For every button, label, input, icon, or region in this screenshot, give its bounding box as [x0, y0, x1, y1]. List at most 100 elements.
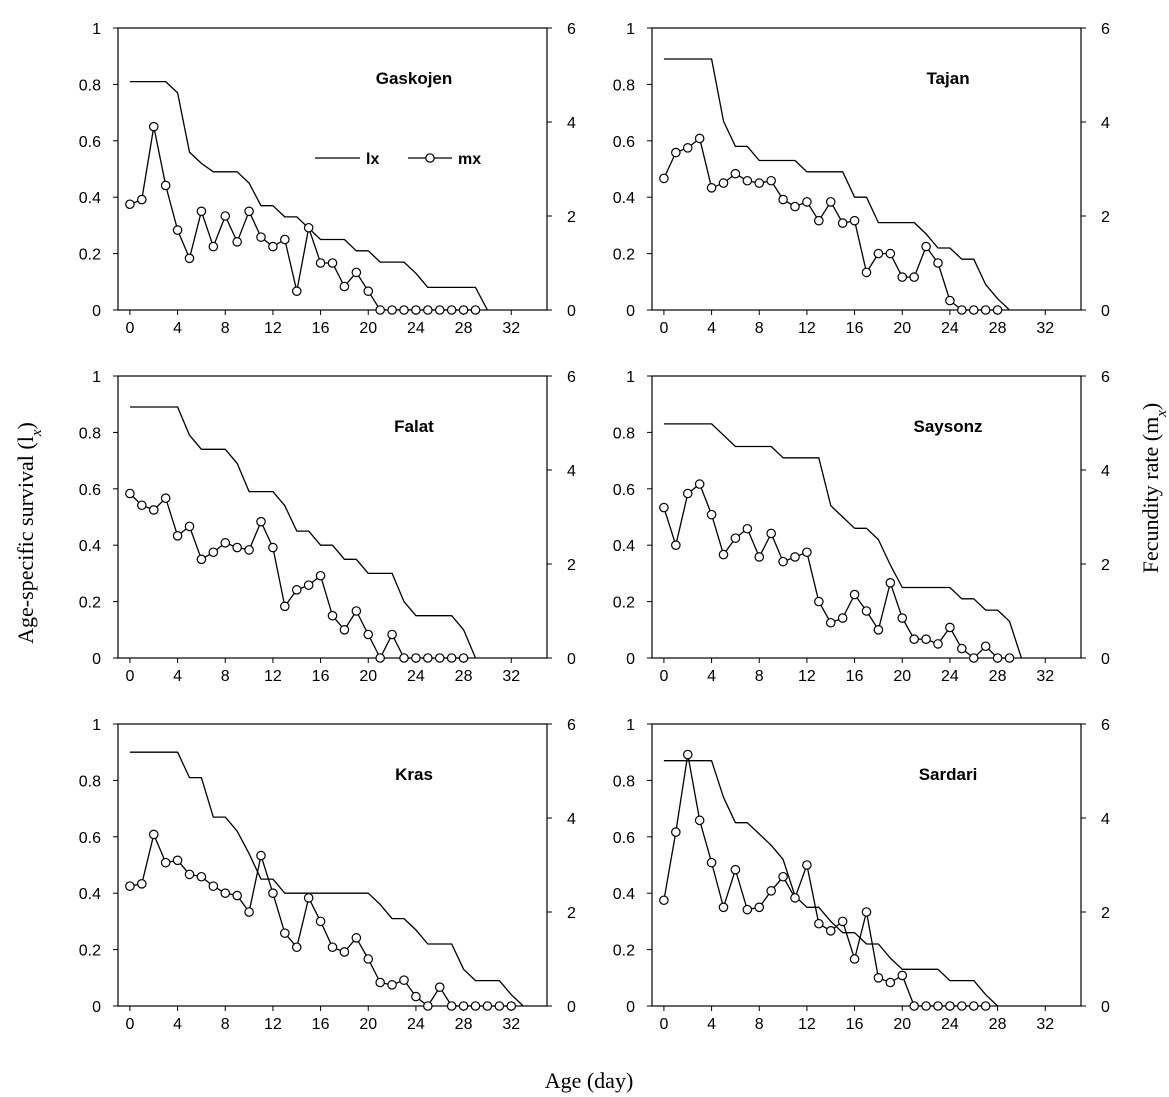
x-tick-label: 4 — [707, 668, 716, 685]
y-left-tick-label: 0 — [92, 303, 101, 320]
y-left-tick-label: 0.8 — [79, 773, 101, 790]
y-right-tick-label: 4 — [1101, 811, 1110, 828]
mx-point — [268, 241, 278, 252]
y-left-tick-label: 0 — [92, 651, 101, 668]
series-mx-line — [129, 493, 464, 659]
x-tick-label: 16 — [846, 320, 864, 337]
mx-point — [351, 933, 362, 943]
plot-frame — [117, 27, 548, 311]
y-left-tick-label: 0.8 — [79, 425, 101, 442]
mx-point — [363, 286, 374, 296]
panel-title: Tajan — [926, 69, 969, 88]
y-left-tick-label: 0.4 — [613, 886, 635, 903]
y-right-tick-label: 2 — [567, 557, 576, 574]
y-left-tick-label: 0.6 — [613, 134, 635, 151]
mx-point — [945, 622, 955, 633]
x-tick-label: 28 — [455, 668, 473, 685]
y-left-tick-label: 0.4 — [613, 538, 635, 555]
y-left-tick-label: 0.4 — [79, 538, 101, 555]
mx-point — [802, 547, 812, 558]
mx-point — [957, 1001, 967, 1011]
y-left-tick-label: 0.6 — [613, 482, 635, 499]
mx-point — [873, 248, 884, 259]
mx-point — [921, 241, 931, 252]
mx-point — [470, 1001, 481, 1011]
mx-point — [280, 601, 290, 612]
series-mx-line — [663, 483, 1010, 659]
mx-point — [291, 286, 302, 296]
mx-point — [718, 549, 729, 560]
mx-point — [980, 1001, 991, 1011]
mx-point — [909, 634, 919, 644]
y-right-tick-label: 4 — [567, 463, 576, 480]
mx-point — [814, 596, 824, 607]
y-right-tick-label: 0 — [1101, 999, 1110, 1016]
mx-point — [873, 972, 884, 983]
x-tick-label: 20 — [359, 1016, 377, 1033]
mx-point — [873, 624, 884, 635]
x-tick-label: 12 — [798, 1016, 816, 1033]
x-tick-label: 20 — [359, 320, 377, 337]
legend: lx mx — [315, 151, 481, 168]
x-tick-label: 32 — [502, 1016, 520, 1033]
mx-point — [411, 653, 421, 663]
mx-point — [766, 528, 776, 539]
x-tick-label: 8 — [221, 1016, 230, 1033]
mx-point — [375, 653, 385, 663]
x-tick-label: 24 — [941, 1016, 959, 1033]
y-left-tick-label: 0.8 — [613, 425, 635, 442]
mx-point — [825, 925, 836, 936]
mx-point — [790, 893, 800, 903]
y-left-tick-label: 1 — [626, 717, 635, 734]
mx-point — [339, 281, 350, 292]
panel-title: Falat — [394, 417, 434, 436]
mx-point — [814, 215, 824, 226]
x-tick-label: 0 — [125, 1016, 134, 1033]
mx-point — [375, 977, 385, 988]
mx-point — [802, 860, 812, 870]
y-axis-label-left: Age-specific survival (lx) — [13, 422, 45, 644]
mx-point — [897, 970, 908, 981]
mx-point — [885, 248, 896, 259]
mx-point — [933, 639, 943, 649]
x-tick-label: 12 — [264, 1016, 282, 1033]
mx-point — [682, 143, 693, 153]
mx-point — [244, 206, 254, 217]
mx-point — [172, 225, 183, 235]
y-right-tick-label: 2 — [567, 905, 576, 922]
y-left-tick-label: 0.6 — [79, 134, 101, 151]
series-lx-line — [663, 760, 999, 1007]
y-right-tick-label: 0 — [1101, 303, 1110, 320]
y-left-tick-label: 0.2 — [613, 247, 635, 264]
mx-point — [315, 258, 326, 268]
mx-point — [968, 305, 979, 315]
mx-point — [458, 653, 469, 663]
y-right-tick-label: 0 — [567, 651, 576, 668]
mx-point — [482, 1001, 493, 1011]
y-right-tick-label: 2 — [1101, 209, 1110, 226]
mx-point — [196, 871, 207, 882]
mx-point — [849, 589, 860, 600]
mx-point — [137, 194, 147, 205]
x-tick-label: 8 — [755, 320, 764, 337]
panel-title: Saysonz — [914, 417, 983, 436]
mx-point — [694, 133, 705, 144]
mx-point — [172, 855, 183, 866]
x-tick-label: 8 — [221, 668, 230, 685]
mx-point — [411, 305, 421, 315]
mx-point — [659, 173, 669, 184]
legend-mx-marker — [425, 153, 435, 163]
x-tick-label: 32 — [1036, 1016, 1054, 1033]
mx-point — [351, 267, 362, 278]
mx-point — [458, 1001, 469, 1011]
mx-point — [148, 829, 159, 840]
mx-point — [434, 982, 445, 992]
panel-title: Gaskojen — [376, 69, 453, 88]
mx-point — [897, 272, 908, 282]
mx-point — [208, 547, 219, 558]
mx-point — [351, 606, 362, 616]
mx-point — [718, 902, 729, 913]
y-left-tick-label: 1 — [626, 369, 635, 386]
mx-point — [303, 222, 314, 233]
